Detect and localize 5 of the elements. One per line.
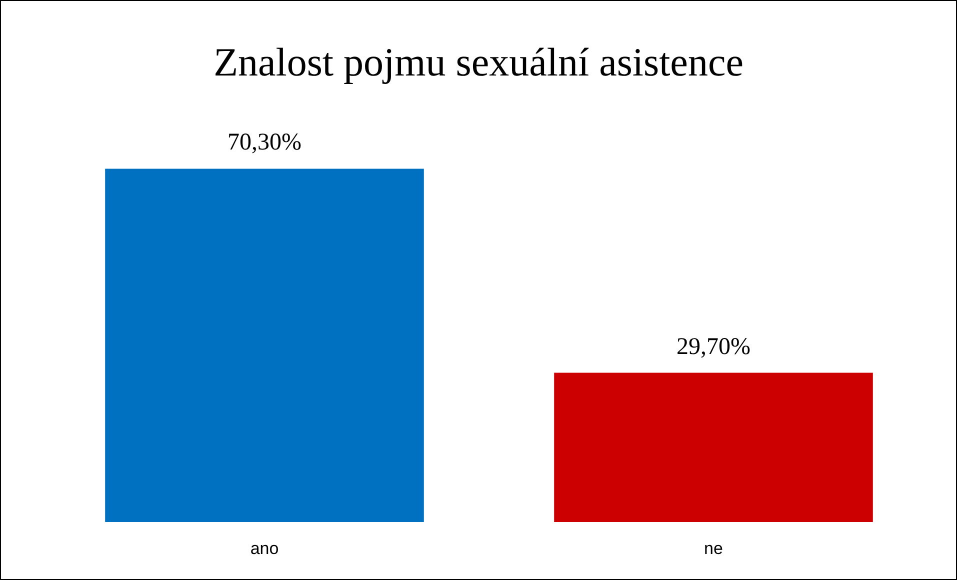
x-tick-label: ano [250,539,279,558]
x-tick-label: ne [704,539,723,558]
chart-title: Znalost pojmu sexuální asistence [214,40,744,84]
data-label: 70,30% [228,130,302,156]
data-label: 29,70% [676,334,750,360]
